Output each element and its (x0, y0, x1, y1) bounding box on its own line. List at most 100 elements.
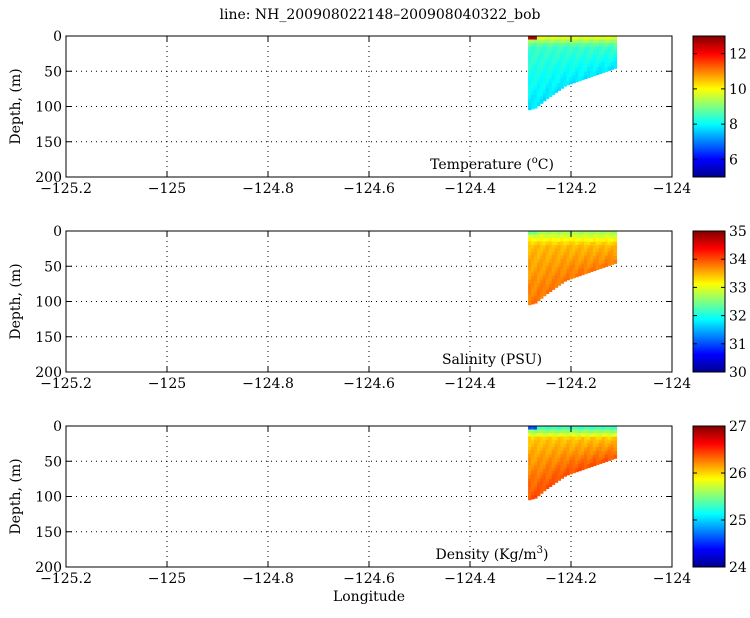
section-cell (551, 39, 556, 44)
section-cell (551, 90, 556, 95)
figure-title: line: NH_200908022148–200908040322_bob (219, 7, 540, 23)
section-cell (528, 489, 532, 494)
section-cell (586, 464, 591, 469)
section-cell (563, 458, 567, 463)
section-cell (542, 476, 547, 481)
section-cell (595, 251, 600, 257)
section-cell (572, 436, 576, 441)
section-cell (545, 481, 550, 486)
section-cell (528, 283, 532, 288)
colorbar-gradient (692, 230, 726, 373)
section-cell (557, 234, 562, 239)
section-cell (592, 231, 597, 236)
section-cell (554, 50, 559, 55)
section-cell (581, 57, 585, 63)
section-cell (581, 39, 585, 44)
section-cell (528, 50, 532, 55)
section-cell (551, 237, 556, 242)
section-cell (604, 252, 609, 257)
section-cell (560, 234, 565, 239)
section-cell (545, 436, 550, 441)
section-cell (566, 74, 570, 79)
section-cell (575, 266, 579, 271)
section-cell (548, 85, 553, 90)
section-cell (607, 258, 612, 263)
section-data (528, 426, 618, 501)
section-cell (607, 436, 612, 441)
section-cell (560, 36, 565, 41)
section-cell (610, 234, 615, 239)
section-cell (542, 451, 547, 456)
section-cell (560, 272, 565, 277)
section-cell (578, 265, 582, 270)
section-cell (584, 461, 588, 466)
section-cell (586, 450, 591, 455)
section-cell (533, 61, 538, 66)
x-tick-label: −124.6 (343, 376, 395, 392)
section-cell (528, 433, 532, 438)
section-cell (604, 245, 609, 250)
section-cell (592, 447, 597, 452)
section-cell (531, 231, 535, 236)
section-cell (536, 88, 541, 93)
section-cell (554, 454, 559, 459)
section-cell (572, 447, 576, 452)
section-cell (572, 458, 576, 463)
section-cell (595, 426, 600, 431)
section-cell (533, 479, 538, 485)
section-cell (533, 71, 538, 77)
section-cell (578, 244, 582, 249)
section-cell (531, 42, 535, 47)
section-cell (542, 256, 547, 261)
section-cell (598, 244, 603, 249)
section-cell (536, 84, 541, 89)
section-cell (610, 238, 615, 243)
section-cell (554, 88, 559, 93)
section-cell (566, 77, 570, 82)
section-cell (563, 64, 567, 69)
section-cell (542, 443, 547, 449)
section-cell (569, 241, 573, 246)
y-axis-label: Depth, (m) (8, 263, 24, 339)
section-cell (533, 100, 538, 105)
section-cell (528, 478, 532, 483)
section-cell (592, 259, 597, 264)
section-cell (604, 426, 609, 431)
section-cell (575, 457, 579, 462)
section-cell (601, 429, 606, 434)
section-cell (613, 39, 618, 44)
section-cell (531, 94, 535, 99)
section-cell (584, 454, 588, 459)
section-cell (548, 241, 553, 246)
section-cell (578, 42, 582, 47)
section-cell (589, 444, 594, 449)
section-cell (539, 266, 544, 271)
section-cell (557, 241, 562, 247)
section-cell (554, 461, 559, 466)
section-cell (607, 46, 612, 51)
colorbar: 6 8 10 12 (692, 35, 747, 178)
section-cell (528, 461, 532, 466)
colorbar-tick-label: 6 (729, 152, 738, 168)
section-cell (536, 49, 541, 55)
section-cell (604, 53, 609, 58)
section-cell (557, 249, 562, 254)
section-cell (548, 71, 553, 76)
section-cell (598, 42, 603, 47)
section-cell (557, 231, 562, 236)
section-cell (557, 43, 562, 48)
section-cell (548, 60, 553, 66)
section-cell (554, 273, 559, 278)
x-tick-label: −124 (653, 571, 692, 587)
section-cell (607, 60, 612, 65)
section-cell (595, 234, 600, 239)
x-tick-label: −124.2 (545, 376, 597, 392)
section-cell (601, 249, 606, 254)
section-cell (569, 53, 573, 58)
section-cell (578, 231, 582, 236)
section-cell (542, 245, 547, 250)
section-cell (613, 256, 618, 261)
section-cell (601, 426, 606, 431)
section-cell (557, 458, 562, 463)
section-cell (536, 426, 541, 431)
